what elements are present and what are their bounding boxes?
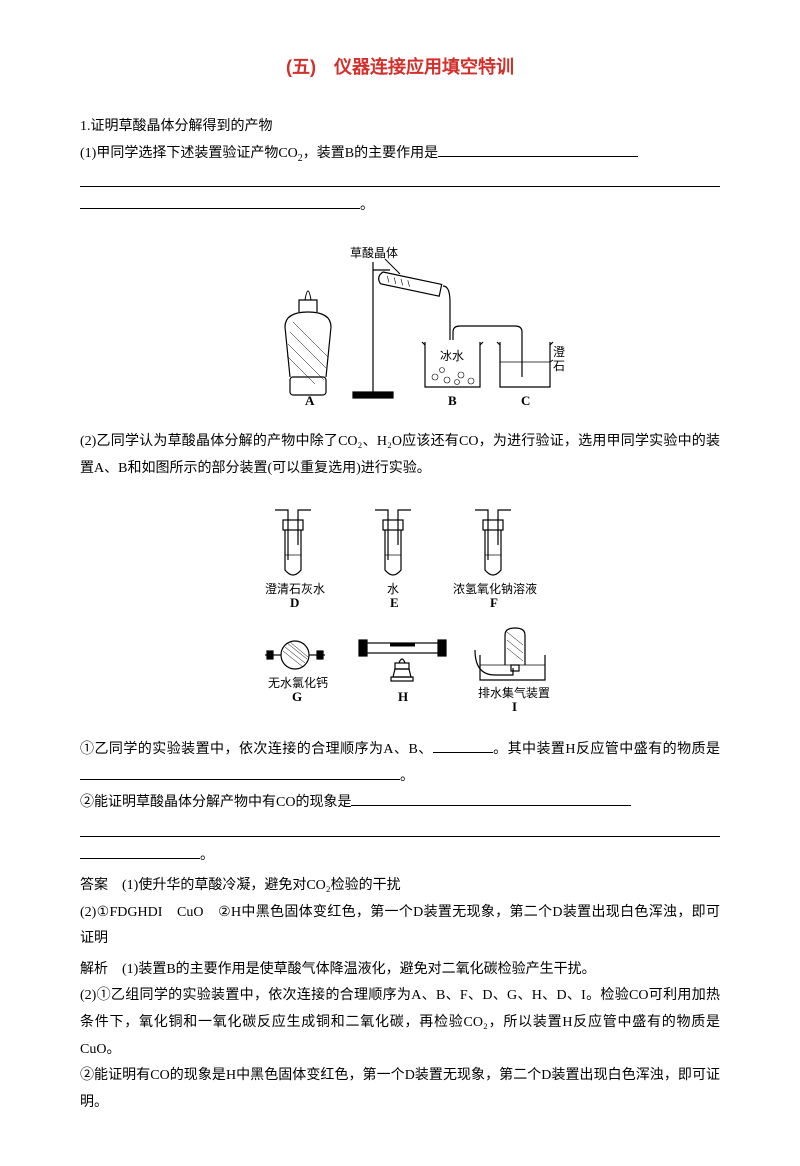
page-title: (五) 仪器连接应用填空特训 bbox=[80, 50, 720, 84]
label-A: A bbox=[305, 393, 315, 407]
exp-2: (2)①乙组同学的实验装置中，依次连接的合理顺序为A、B、F、D、G、H、D、I… bbox=[80, 983, 720, 1063]
label-B: B bbox=[448, 393, 457, 407]
ans-2: (2)①FDGHDI CuO ②H中黑色固体变红色，第一个D装置无现象，第二个D… bbox=[80, 900, 720, 953]
blank-line bbox=[438, 141, 638, 156]
q1-intro: 1.证明草酸晶体分解得到的产物 bbox=[80, 114, 720, 141]
I: I bbox=[512, 699, 517, 714]
label-lime-2: 石灰水 bbox=[553, 359, 565, 373]
figure-2: 澄清石灰水 D 水 E 浓氢氧化钠溶液 F 无水氯化钙 G H 排水集气装置 I bbox=[80, 495, 720, 726]
D-label: 澄清石灰水 bbox=[265, 581, 325, 596]
explain-head: 解析 bbox=[80, 962, 108, 977]
line-end: 。 bbox=[80, 193, 720, 220]
ans-1: (1)使升华的草酸冷凝，避免对CO₂检验的干扰 bbox=[122, 878, 401, 893]
G-label: 无水氯化钙 bbox=[268, 676, 328, 690]
q1-2-1: ①乙同学的实验装置中，依次连接的合理顺序为A、B、 。其中装置H反应管中盛有的物质… bbox=[80, 737, 720, 790]
blank bbox=[433, 738, 493, 753]
exp-1: (1)装置B的主要作用是使草酸气体降温液化，避免对二氧化碳检验产生干扰。 bbox=[122, 962, 596, 977]
q1-1-pre: (1)甲同学选择下述装置验证产物CO bbox=[80, 146, 298, 161]
q1-1-post: ，装置B的主要作用是 bbox=[303, 146, 438, 161]
period: 。 bbox=[200, 848, 214, 863]
answer-head: 答案 bbox=[80, 878, 108, 893]
q121a: ①乙同学的实验装置中，依次连接的合理顺序为A、B、 bbox=[80, 742, 433, 757]
period: 。 bbox=[400, 769, 414, 784]
q1-2: (2)乙同学认为草酸晶体分解的产物中除了CO₂、H₂O应该还有CO，为进行验证，… bbox=[80, 429, 720, 482]
H: H bbox=[398, 689, 408, 704]
label-ice: 冰水 bbox=[440, 349, 464, 363]
blank-full bbox=[80, 168, 720, 188]
blank bbox=[80, 764, 400, 779]
blank bbox=[80, 194, 360, 209]
figure-1: 草酸晶体 冰水 澄清 石灰水 A B C bbox=[80, 232, 720, 418]
blank bbox=[80, 843, 200, 858]
explain-line: 解析 (1)装置B的主要作用是使草酸气体降温液化，避免对二氧化碳检验产生干扰。 bbox=[80, 957, 720, 984]
exp-3: ②能证明有CO的现象是H中黑色固体变红色，第一个D装置无现象，第二个D装置出现白… bbox=[80, 1063, 720, 1116]
label-lime-1: 澄清 bbox=[553, 344, 565, 359]
D: D bbox=[290, 595, 299, 610]
I-label: 排水集气装置 bbox=[478, 685, 550, 700]
blank-full bbox=[80, 817, 720, 837]
q121b: 。其中装置H反应管中盛有的物质是 bbox=[493, 742, 720, 757]
q1-1: (1)甲同学选择下述装置验证产物CO2，装置B的主要作用是 bbox=[80, 141, 720, 168]
q1-2-2: ②能证明草酸晶体分解产物中有CO的现象是 bbox=[80, 790, 720, 817]
period: 。 bbox=[360, 198, 374, 213]
line-end-2: 。 bbox=[80, 843, 720, 870]
F-label: 浓氢氧化钠溶液 bbox=[453, 581, 537, 596]
G: G bbox=[292, 689, 302, 704]
label-crystal: 草酸晶体 bbox=[350, 245, 398, 260]
E-label: 水 bbox=[387, 582, 399, 596]
blank bbox=[351, 791, 631, 806]
F: F bbox=[490, 595, 498, 610]
q122a: ②能证明草酸晶体分解产物中有CO的现象是 bbox=[80, 795, 351, 810]
answer-line: 答案 (1)使升华的草酸冷凝，避免对CO₂检验的干扰 bbox=[80, 873, 720, 900]
E: E bbox=[390, 595, 399, 610]
label-C: C bbox=[521, 393, 530, 407]
